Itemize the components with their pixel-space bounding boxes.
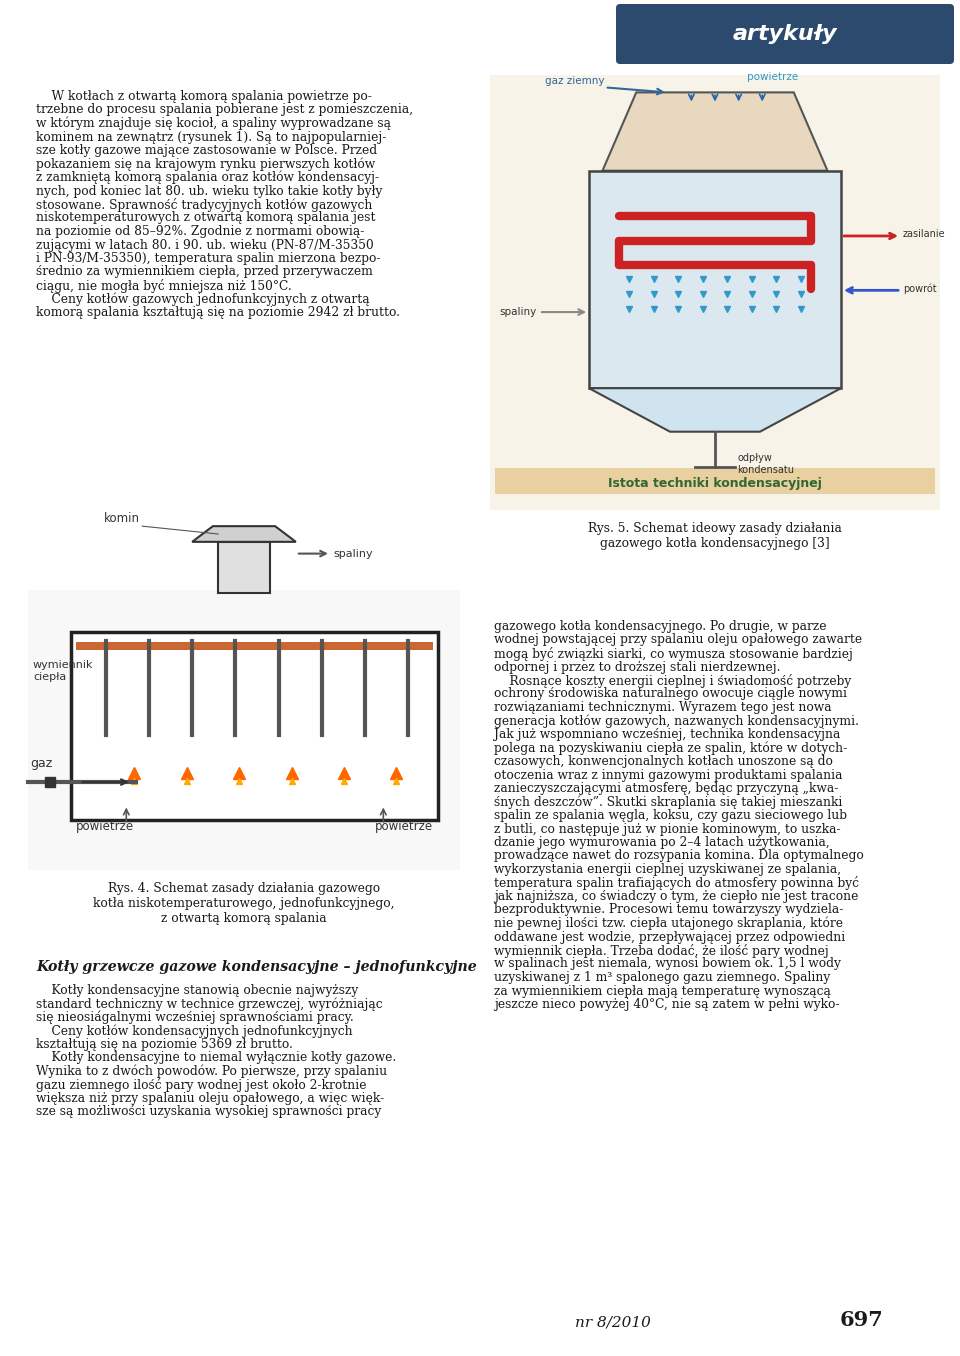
Text: bezproduktywnie. Procesowi temu towarzyszy wydziela-: bezproduktywnie. Procesowi temu towarzys… [494,903,844,917]
Text: w spalinach jest niemala, wynosi bowiem ok. 1,5 l wody: w spalinach jest niemala, wynosi bowiem … [494,957,841,971]
Text: uzyskiwanej z 1 m³ spalonego gazu ziemnego. Spaliny: uzyskiwanej z 1 m³ spalonego gazu ziemne… [494,971,830,984]
Text: dzanie jego wymurowania po 2–4 latach użytkowania,: dzanie jego wymurowania po 2–4 latach uż… [494,837,829,849]
Bar [495,468,935,494]
Text: pokazaniem się na krajowym rynku pierwszych kotłów: pokazaniem się na krajowym rynku pierwsz… [36,157,375,171]
Text: odpornej i przez to droższej stali nierdzewnej.: odpornej i przez to droższej stali nierd… [494,660,780,674]
Text: prowadzące nawet do rozsypania komina. Dla optymalnego: prowadzące nawet do rozsypania komina. D… [494,849,864,862]
Text: standard techniczny w technice grzewczej, wyróżniając: standard techniczny w technice grzewczej… [36,998,383,1012]
Text: Ceny kotłów gazowych jednofunkcyjnych z otwartą: Ceny kotłów gazowych jednofunkcyjnych z … [36,293,370,306]
Text: rozwiązaniami technicznymi. Wyrazem tego jest nowa: rozwiązaniami technicznymi. Wyrazem tego… [494,701,831,715]
Text: zującymi w latach 80. i 90. ub. wieku (PN-87/M-35350: zującymi w latach 80. i 90. ub. wieku (P… [36,239,373,251]
Text: sze kotły gazowe mające zastosowanie w Polsce. Przed: sze kotły gazowe mające zastosowanie w P… [36,144,377,157]
Text: 697: 697 [840,1310,884,1330]
Text: powrót: powrót [903,283,937,294]
Text: z butli, co następuje już w pionie kominowym, to uszka-: z butli, co następuje już w pionie komin… [494,823,841,835]
Text: z zamkniętą komorą spalania oraz kotłów kondensacyj-: z zamkniętą komorą spalania oraz kotłów … [36,171,379,184]
Text: odpływ
kondensatu: odpływ kondensatu [737,453,794,475]
Text: zasilanie: zasilanie [903,229,946,239]
Text: nych, pod koniec lat 80. ub. wieku tylko takie kotły były: nych, pod koniec lat 80. ub. wieku tylko… [36,184,382,198]
Text: gaz ziemny: gaz ziemny [545,76,605,87]
Text: wymiennik ciepła. Trzeba dodać, że ilość pary wodnej: wymiennik ciepła. Trzeba dodać, że ilość… [494,944,828,957]
Bar [589,171,841,388]
Text: spaliny: spaliny [500,306,537,317]
Text: W kotłach z otwartą komorą spalania powietrze po-: W kotłach z otwartą komorą spalania powi… [36,89,372,103]
Polygon shape [603,92,828,171]
Text: spaliny: spaliny [334,549,373,559]
Text: na poziomie od 85–92%. Zgodnie z normami obowią-: na poziomie od 85–92%. Zgodnie z normami… [36,225,365,239]
Text: Rys. 5. Schemat ideowy zasady działania
gazowego kotła kondensacyjnego [3]: Rys. 5. Schemat ideowy zasady działania … [588,522,842,551]
Text: Rys. 4. Schemat zasady działania gazowego
kotła niskotemperaturowego, jednofunkc: Rys. 4. Schemat zasady działania gazoweg… [93,881,395,925]
Text: generacja kotłów gazowych, nazwanych kondensacyjnymi.: generacja kotłów gazowych, nazwanych kon… [494,715,859,728]
Text: artykuły: artykuły [732,24,837,43]
Text: oddawane jest wodzie, przepływającej przez odpowiedni: oddawane jest wodzie, przepływającej prz… [494,930,845,944]
Text: gazowego kotła kondensacyjnego. Po drugie, w parze: gazowego kotła kondensacyjnego. Po drugi… [494,620,827,633]
Text: kształtują się na poziomie 5369 zł brutto.: kształtują się na poziomie 5369 zł brutt… [36,1037,293,1051]
Polygon shape [589,388,841,431]
Text: jeszcze nieco powyżej 40°C, nie są zatem w pełni wyko-: jeszcze nieco powyżej 40°C, nie są zatem… [494,998,839,1012]
Text: zanieczyszczającymi atmosferę, będąc przyczyną „kwa-: zanieczyszczającymi atmosferę, będąc prz… [494,782,838,795]
Text: Kotły kondensacyjne to niemal wyłącznie kotły gazowe.: Kotły kondensacyjne to niemal wyłącznie … [36,1051,396,1064]
Polygon shape [192,526,296,542]
Text: stosowane. Sprawność tradycyjnych kotłów gazowych: stosowane. Sprawność tradycyjnych kotłów… [36,198,372,212]
Text: gazu ziemnego ilość pary wodnej jest około 2-krotnie: gazu ziemnego ilość pary wodnej jest oko… [36,1078,367,1093]
Bar [218,542,270,593]
Text: ciągu, nie mogła być mniejsza niż 150°C.: ciągu, nie mogła być mniejsza niż 150°C. [36,279,292,293]
Text: za wymiennikiem ciepła mają temperaturę wynoszącą: za wymiennikiem ciepła mają temperaturę … [494,984,830,998]
Text: Kotły kondensacyjne stanowią obecnie najwyższy: Kotły kondensacyjne stanowią obecnie naj… [36,984,358,997]
Text: spalin ze spalania węgla, koksu, czy gazu sieciowego lub: spalin ze spalania węgla, koksu, czy gaz… [494,810,847,822]
Text: komin: komin [105,513,140,525]
Text: temperatura spalin trafiających do atmosfery powinna być: temperatura spalin trafiających do atmos… [494,876,859,891]
Bar [490,75,940,510]
FancyBboxPatch shape [616,4,954,64]
Text: trzebne do procesu spalania pobierane jest z pomieszczenia,: trzebne do procesu spalania pobierane je… [36,103,413,117]
Text: otoczenia wraz z innymi gazowymi produktami spalania: otoczenia wraz z innymi gazowymi produkt… [494,769,843,781]
Text: Istota techniki kondensacyjnej: Istota techniki kondensacyjnej [608,477,822,491]
Bar [76,643,433,650]
Text: komorą spalania kształtują się na poziomie 2942 zł brutto.: komorą spalania kształtują się na poziom… [36,306,400,319]
Text: czasowych, konwencjonalnych kotłach unoszone są do: czasowych, konwencjonalnych kotłach unos… [494,755,833,767]
Text: się nieosiágalnymi wcześniej sprawnościami pracy.: się nieosiágalnymi wcześniej sprawności… [36,1012,353,1025]
Text: wykorzystania energii cieplnej uzyskiwanej ze spalania,: wykorzystania energii cieplnej uzyskiwan… [494,862,841,876]
Text: niskotemperaturowych z otwartą komorą spalania jest: niskotemperaturowych z otwartą komorą sp… [36,212,375,225]
Text: jak najniższa, co świadczy o tym, że ciepło nie jest tracone: jak najniższa, co świadczy o tym, że cie… [494,890,858,903]
Text: Jak już wspomniano wcześniej, technika kondensacyjna: Jak już wspomniano wcześniej, technika k… [494,728,840,740]
Text: Kotły grzewcze gazowe kondensacyjne – jednofunkcyjne: Kotły grzewcze gazowe kondensacyjne – je… [36,960,477,974]
Text: śnych deszczów”. Skutki skraplania się takiej mieszanki: śnych deszczów”. Skutki skraplania się t… [494,796,842,810]
Text: Wynika to z dwóch powodów. Po pierwsze, przy spalaniu: Wynika to z dwóch powodów. Po pierwsze, … [36,1064,387,1078]
Text: Rosnące koszty energii cieplnej i świadomość potrzeby: Rosnące koszty energii cieplnej i świado… [494,674,852,687]
Text: wodnej powstającej przy spalaniu oleju opałowego zawarte: wodnej powstającej przy spalaniu oleju o… [494,633,862,647]
Bar [28,590,460,871]
Text: ochrony środowiska naturalnego owocuje ciągle nowymi: ochrony środowiska naturalnego owocuje c… [494,687,847,701]
Text: polega na pozyskiwaniu ciepła ze spalin, które w dotych-: polega na pozyskiwaniu ciepła ze spalin,… [494,742,848,755]
Bar [71,632,439,819]
Text: powietrze: powietrze [747,72,798,83]
Text: nr 8/2010: nr 8/2010 [575,1317,651,1330]
Text: większa niż przy spalaniu oleju opałowego, a więc więk-: większa niż przy spalaniu oleju opałoweg… [36,1092,384,1105]
Text: wymiennik
ciepła: wymiennik ciepła [33,660,93,682]
Text: w którym znajduje się kocioł, a spaliny wyprowadzane są: w którym znajduje się kocioł, a spaliny … [36,117,391,130]
Text: średnio za wymiennikiem ciepła, przed przerywaczem: średnio za wymiennikiem ciepła, przed pr… [36,266,372,278]
Text: powietrze: powietrze [76,819,134,833]
Text: powietrze: powietrze [375,819,433,833]
Text: gaz: gaz [30,757,52,770]
Text: nie pewnej ilości tzw. ciepła utajonego skraplania, które: nie pewnej ilości tzw. ciepła utajonego … [494,917,843,930]
Text: kominem na zewnątrz (rysunek 1). Są to najpopularniej-: kominem na zewnątrz (rysunek 1). Są to n… [36,130,386,144]
Text: mogą być związki siarki, co wymusza stosowanie bardziej: mogą być związki siarki, co wymusza stos… [494,647,852,660]
Text: sze są możliwości uzyskania wysokiej sprawności pracy: sze są możliwości uzyskania wysokiej spr… [36,1105,381,1119]
Text: Ceny kotłów kondensacyjnych jednofunkcyjnych: Ceny kotłów kondensacyjnych jednofunkcyj… [36,1025,352,1037]
Text: i PN-93/M-35350), temperatura spalin mierzona bezpo-: i PN-93/M-35350), temperatura spalin mie… [36,252,380,264]
